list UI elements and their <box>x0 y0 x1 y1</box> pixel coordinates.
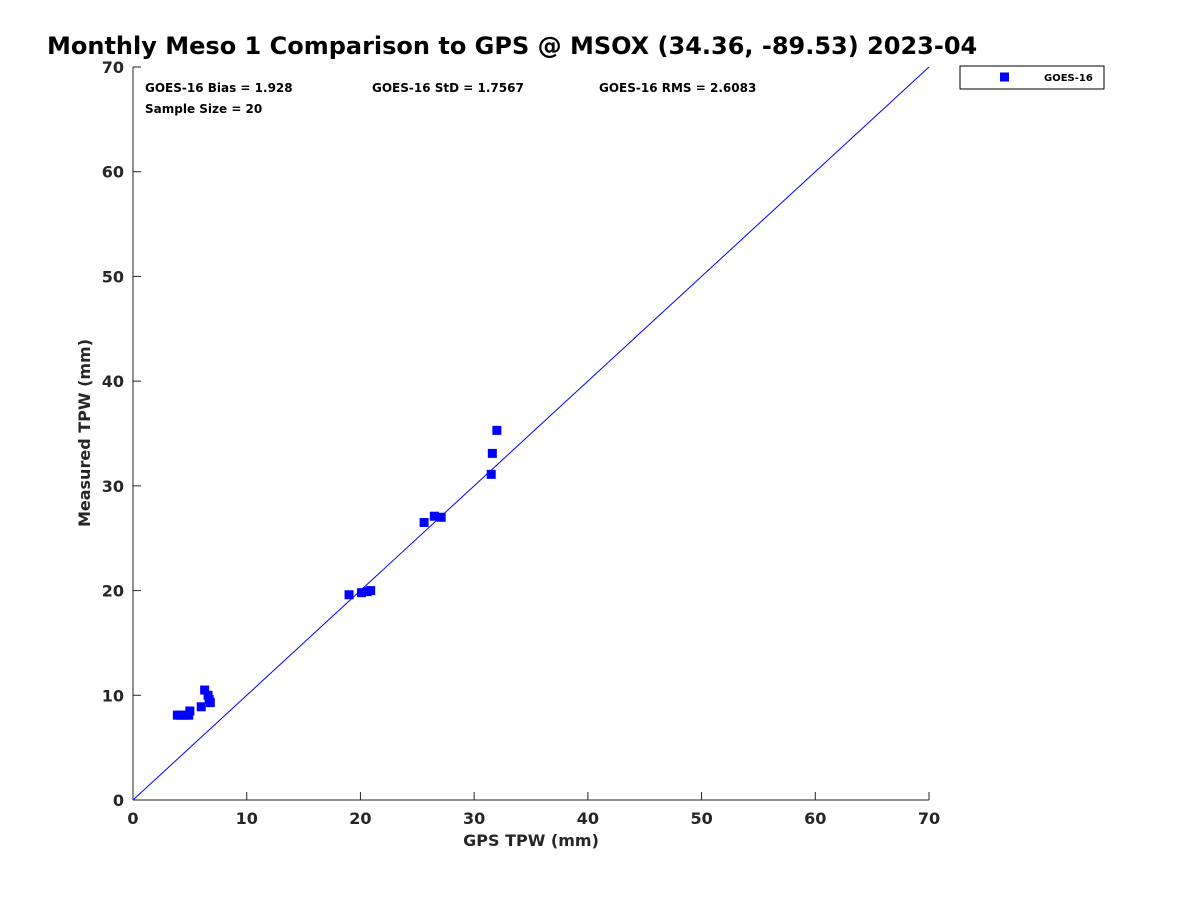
axes: 0 10 20 30 40 50 60 70 0 10 20 30 40 50 60 70 <box>102 58 940 828</box>
x-tick-label: 0 <box>127 809 138 828</box>
data-point <box>200 685 210 695</box>
one-to-one-line <box>132 66 930 801</box>
x-tick-label: 10 <box>236 809 258 828</box>
data-point <box>487 448 497 458</box>
x-tick-label: 30 <box>463 809 485 828</box>
y-tick-label: 10 <box>102 686 124 705</box>
x-tick-label: 20 <box>349 809 371 828</box>
chart-title: Monthly Meso 1 Comparison to GPS @ MSOX … <box>47 32 977 60</box>
legend-box <box>959 65 1105 90</box>
data-point <box>205 698 215 708</box>
x-tick-label: 60 <box>804 809 826 828</box>
rms-stat: GOES-16 RMS = 2.6083 <box>599 81 756 95</box>
y-tick-label: 30 <box>102 477 124 496</box>
y-tick-label: 60 <box>102 163 124 182</box>
data-point <box>176 710 186 720</box>
legend-marker-goes-16 <box>1000 72 1009 82</box>
y-tick-label: 50 <box>102 267 124 286</box>
data-point <box>429 511 439 521</box>
data-point <box>419 518 429 528</box>
data-point <box>196 702 206 712</box>
x-tick-label: 70 <box>918 809 940 828</box>
data-point <box>344 590 354 600</box>
x-axis-label: GPS TPW (mm) <box>463 831 599 850</box>
data-point <box>185 706 195 716</box>
data-point <box>436 512 446 522</box>
bias-stat: GOES-16 Bias = 1.928 <box>145 81 293 95</box>
y-axis-label: Measured TPW (mm) <box>75 339 94 527</box>
y-tick-label: 0 <box>113 791 124 810</box>
sample-size-stat: Sample Size = 20 <box>145 102 262 116</box>
std-stat: GOES-16 StD = 1.7567 <box>372 81 524 95</box>
y-tick-label: 20 <box>102 582 124 601</box>
legend-label-goes-16: GOES-16 <box>1044 73 1093 84</box>
data-point <box>486 469 496 479</box>
data-point <box>366 586 376 596</box>
x-tick-label: 50 <box>690 809 712 828</box>
legend: GOES-16 <box>959 65 1105 90</box>
data-point <box>357 588 367 598</box>
y-tick-label: 70 <box>102 58 124 77</box>
reference-line-group <box>132 66 930 801</box>
y-tick-label: 40 <box>102 372 124 391</box>
data-points <box>172 425 502 720</box>
x-tick-label: 40 <box>577 809 599 828</box>
data-point <box>492 425 502 435</box>
